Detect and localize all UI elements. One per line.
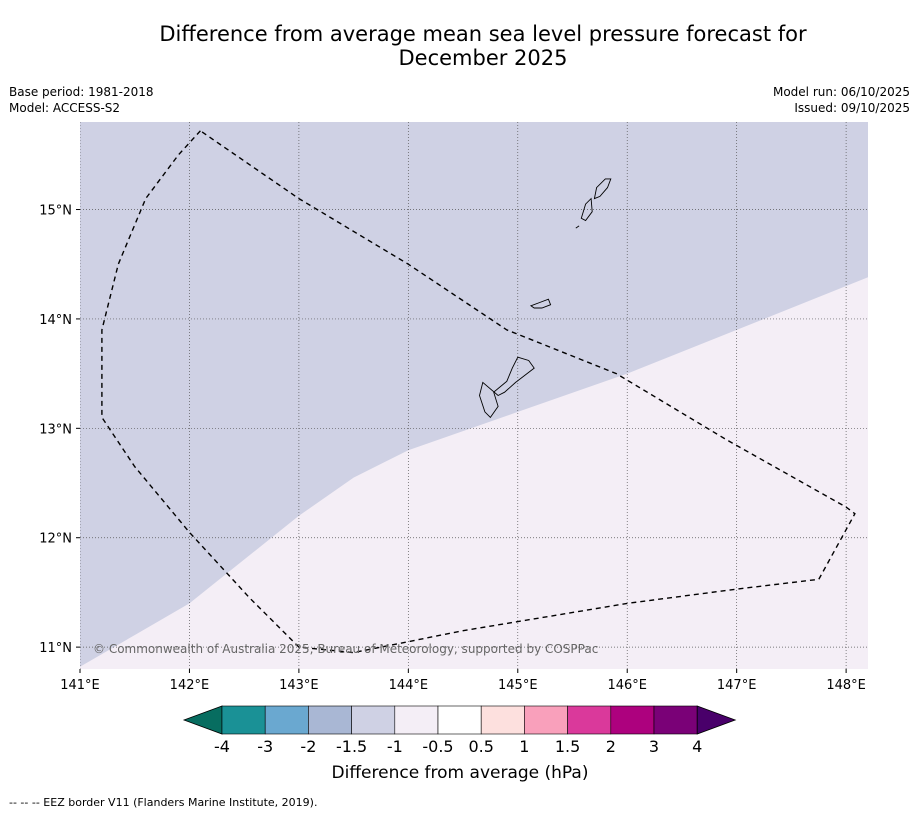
colorbar-label: 0.5 bbox=[468, 737, 493, 756]
model-name: Model: ACCESS-S2 bbox=[9, 101, 121, 115]
lon-tick-label: 147°E bbox=[717, 678, 757, 693]
colorbar-segment bbox=[264, 705, 309, 735]
colorbar-label: -1 bbox=[387, 737, 403, 756]
colorbar-label: 2 bbox=[606, 737, 616, 756]
lon-tick-label: 141°E bbox=[60, 678, 100, 693]
meta-right: Model run: 06/10/2025 Issued: 09/10/2025 bbox=[773, 84, 910, 116]
colorbar-segment bbox=[437, 705, 482, 735]
longitude-ticks: 141°E 142°E 143°E 144°E 145°E 146°E 147°E 148°E bbox=[60, 669, 866, 693]
colorbar-segment bbox=[351, 705, 396, 735]
model-run: Model run: 06/10/2025 bbox=[772, 85, 910, 99]
colorbar-over-arrow bbox=[696, 705, 737, 735]
colorbar-label: -4 bbox=[214, 737, 230, 756]
island-tinian bbox=[580, 197, 593, 222]
colorbar: -4 -3 -2 -1.5 -1 -0.5 0.5 1 1.5 2 3 4 bbox=[182, 705, 737, 756]
lon-tick-label: 143°E bbox=[279, 678, 319, 693]
gridlines bbox=[80, 122, 868, 669]
map-area: © Commonwealth of Australia 2025, Bureau… bbox=[80, 122, 868, 669]
lon-tick-label: 148°E bbox=[826, 678, 866, 693]
eez-footnote: -- -- -- EEZ border V11 (Flanders Marine… bbox=[9, 796, 318, 809]
island-saipan bbox=[593, 178, 612, 200]
colorbar-label: -1.5 bbox=[336, 737, 367, 756]
islands bbox=[479, 178, 612, 419]
lon-tick-label: 144°E bbox=[389, 678, 429, 693]
title-line-2: December 2025 bbox=[398, 46, 568, 70]
lat-tick-label: 12°N bbox=[39, 532, 72, 547]
lon-tick-label: 146°E bbox=[607, 678, 647, 693]
colorbar-label: 4 bbox=[692, 737, 702, 756]
island-aguijan bbox=[575, 225, 580, 229]
lon-tick-label: 142°E bbox=[170, 678, 210, 693]
colorbar-segment bbox=[480, 705, 525, 735]
colorbar-label: -3 bbox=[257, 737, 273, 756]
colorbar-label: 1.5 bbox=[555, 737, 580, 756]
latitude-ticks: 11°N 12°N 13°N 14°N 15°N bbox=[39, 204, 80, 656]
colorbar-segment bbox=[308, 705, 352, 735]
colorbar-segment bbox=[394, 705, 439, 735]
issued-date: Issued: 09/10/2025 bbox=[794, 101, 910, 115]
colorbar-label: 3 bbox=[649, 737, 659, 756]
colorbar-title: Difference from average (hPa) bbox=[332, 763, 589, 783]
lat-tick-label: 15°N bbox=[39, 204, 72, 219]
meta-left: Base period: 1981-2018 Model: ACCESS-S2 bbox=[9, 84, 154, 116]
colorbar-label: -0.5 bbox=[422, 737, 453, 756]
title-line-1: Difference from average mean sea level p… bbox=[159, 22, 807, 46]
eez-border bbox=[101, 130, 856, 654]
lon-tick-label: 145°E bbox=[498, 678, 538, 693]
island-rota bbox=[529, 298, 552, 309]
colorbar-segment bbox=[221, 705, 266, 735]
colorbar-label: -2 bbox=[300, 737, 316, 756]
lat-tick-label: 11°N bbox=[39, 641, 72, 656]
chart-title: Difference from average mean sea level p… bbox=[60, 22, 906, 70]
copyright-text: © Commonwealth of Australia 2025, Bureau… bbox=[93, 642, 598, 656]
lat-tick-label: 14°N bbox=[39, 313, 72, 328]
colorbar-under-arrow bbox=[182, 705, 223, 735]
pressure-anomaly-neg-1-5-to-neg-1 bbox=[80, 122, 868, 667]
colorbar-segment bbox=[567, 705, 612, 735]
colorbar-segment bbox=[524, 705, 568, 735]
lat-tick-label: 13°N bbox=[39, 422, 72, 437]
base-period: Base period: 1981-2018 bbox=[9, 85, 154, 99]
colorbar-segment bbox=[610, 705, 655, 735]
colorbar-segment bbox=[653, 705, 698, 735]
colorbar-label: 1 bbox=[519, 737, 529, 756]
island-guam bbox=[479, 356, 535, 419]
